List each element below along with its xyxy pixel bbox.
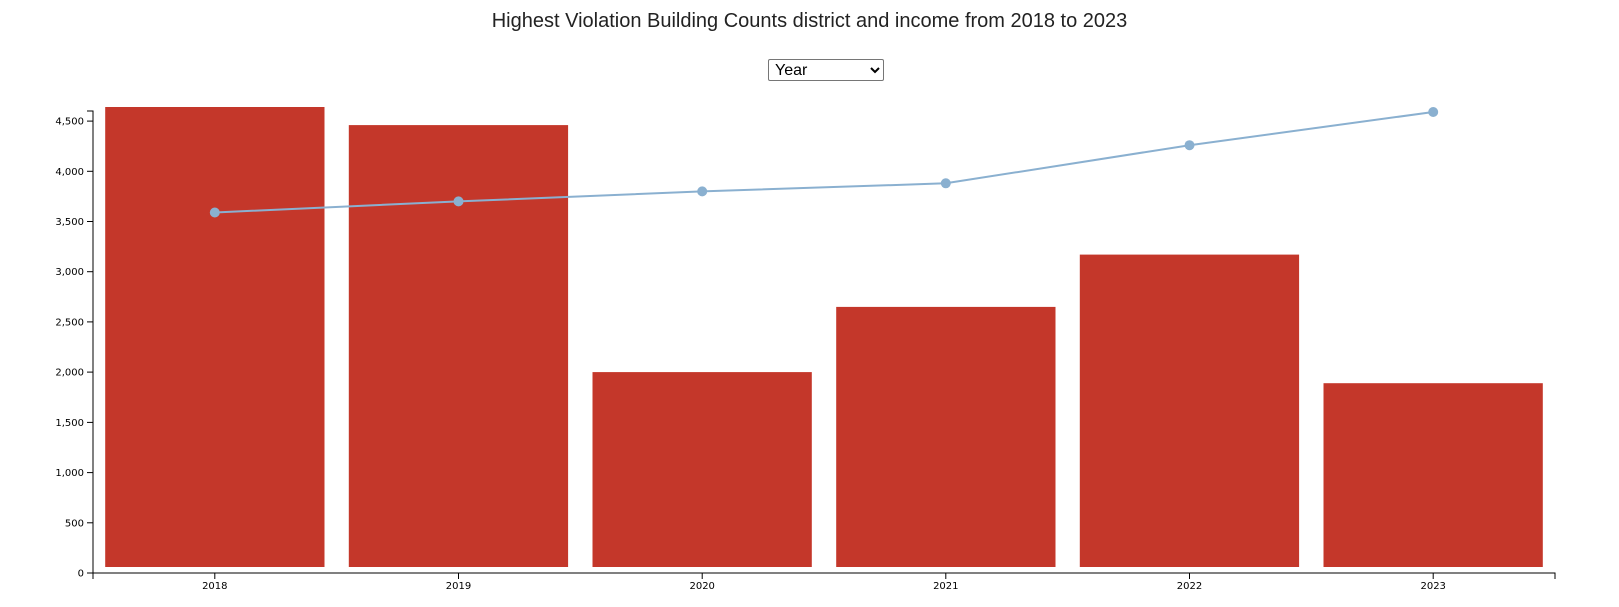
x-tick-label-2021: 2021: [933, 581, 958, 592]
y-tick-label-3500: 3,500: [55, 217, 84, 228]
y-tick-label-0: 0: [78, 569, 84, 580]
line-point-2021: [940, 178, 951, 189]
y-tick-label-2000: 2,000: [55, 368, 84, 379]
y-tick-label-3000: 3,000: [55, 267, 84, 278]
y-tick-label-500: 500: [65, 518, 84, 529]
line-point-2020: [697, 186, 708, 197]
line-point-2018: [209, 207, 220, 218]
y-tick-label-2500: 2,500: [55, 317, 84, 328]
line-point-2023: [1428, 107, 1439, 117]
x-tick-label-2019: 2019: [446, 581, 471, 592]
y-tick-label-1000: 1,000: [55, 468, 84, 479]
bar-2019: [348, 125, 569, 567]
group-by-select[interactable]: Year: [768, 59, 884, 81]
bar-2018: [105, 107, 325, 567]
x-tick-label-2020: 2020: [689, 581, 714, 592]
bar-2020: [592, 372, 812, 567]
line-series-path: [214, 111, 1434, 214]
x-tick-label-2018: 2018: [202, 581, 227, 592]
x-tick-label-2022: 2022: [1177, 581, 1202, 592]
bar-2023: [1323, 383, 1543, 567]
line-point-2022: [1184, 140, 1195, 151]
y-axis-line: [87, 110, 94, 574]
chart-title: Highest Violation Building Counts distri…: [491, 10, 1128, 32]
line-layer: [209, 107, 1439, 218]
y-tick-label-1500: 1,500: [55, 418, 84, 429]
axes-layer: 0 500 1,000 1,500 2,000 2,500 3,000 3,500 4,000 4…: [55, 110, 1556, 592]
y-tick-label-4500: 4,500: [55, 117, 84, 128]
x-tick-label-2023: 2023: [1420, 581, 1445, 592]
bars-layer: [105, 107, 1543, 567]
bar-2022: [1079, 254, 1300, 567]
line-point-2019: [453, 196, 464, 207]
x-axis-line: [92, 572, 1556, 579]
bar-2021: [836, 306, 1056, 567]
y-tick-label-4000: 4,000: [55, 167, 84, 178]
